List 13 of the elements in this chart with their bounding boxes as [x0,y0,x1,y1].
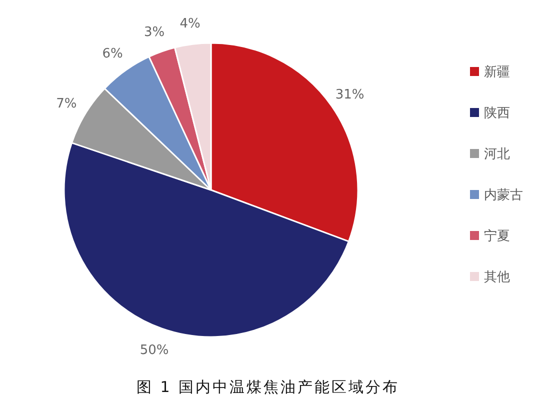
legend-label: 其他 [484,270,510,285]
data-label: 3% [144,24,165,40]
legend-label: 宁夏 [484,228,510,244]
legend-label: 陕西 [484,106,510,121]
legend-label: 新疆 [484,65,510,80]
legend-label: 内蒙古 [484,188,523,203]
data-label: 6% [102,46,123,62]
data-label: 4% [180,16,200,32]
data-label: 50% [140,343,169,358]
data-label: 7% [56,96,77,112]
text: 图 1 国内中温煤焦油产能区域分布 [136,378,400,396]
data-label: 31% [335,88,364,103]
legend-label: 河北 [484,147,510,162]
